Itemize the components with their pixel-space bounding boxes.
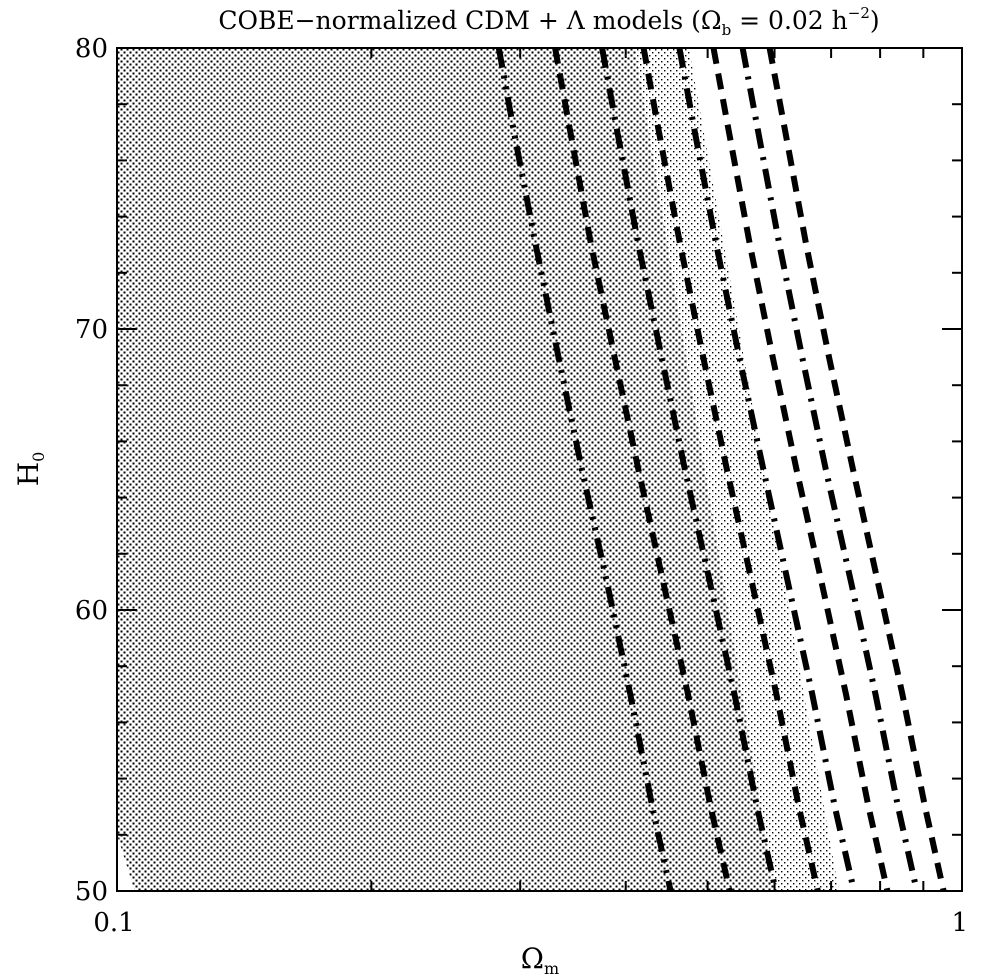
model-curves xyxy=(495,48,947,891)
y-tick-label: 60 xyxy=(75,596,108,626)
chart-title: COBE−normalized CDM + Λ models (Ωb = 0.0… xyxy=(218,4,879,39)
x-tick-label: 1 xyxy=(951,908,968,938)
model-curve-1 xyxy=(495,48,674,891)
model-curve-5 xyxy=(676,48,857,891)
axis-tick-labels: 50 60 70 80 0.1 1 xyxy=(75,34,968,938)
y-tick-label: 50 xyxy=(75,877,108,907)
plot-frame xyxy=(116,47,963,892)
x-axis-label: Ωm xyxy=(521,942,559,978)
model-curve-2 xyxy=(552,48,733,891)
model-curve-7 xyxy=(739,48,920,891)
x-tick-label: 0.1 xyxy=(93,908,134,938)
y-tick-label: 80 xyxy=(75,34,108,64)
shaded-regions xyxy=(117,48,839,891)
y-tick-label: 70 xyxy=(75,315,108,345)
model-curve-6 xyxy=(710,48,891,891)
model-curve-8 xyxy=(766,48,947,891)
axis-ticks xyxy=(117,47,962,892)
y-axis-label: H0 xyxy=(12,452,48,487)
dense-stipple-region xyxy=(117,48,775,891)
model-curve-3 xyxy=(599,48,779,891)
model-curve-4 xyxy=(640,48,821,891)
